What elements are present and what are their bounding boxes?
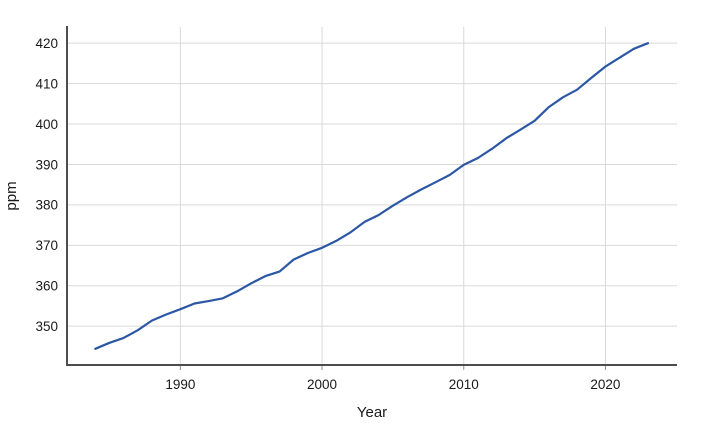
tick-label-layer: 350 360 370 380 390 400 410 420 1990 2000 2010 2020 (35, 36, 620, 392)
x-axis-title: Year (357, 404, 387, 421)
y-tick-label: 410 (35, 76, 58, 91)
y-tick-label: 350 (35, 319, 58, 334)
y-tick-label: 420 (35, 36, 58, 51)
grid-layer (67, 27, 677, 365)
y-tick-label: 370 (35, 238, 58, 253)
y-tick-label: 390 (35, 157, 58, 172)
x-tick-label: 2010 (449, 377, 479, 392)
y-tick-label: 360 (35, 279, 58, 294)
x-tick-label: 2000 (307, 377, 337, 392)
axis-layer (66, 26, 677, 370)
y-tick-label: 380 (35, 198, 58, 213)
y-axis-title: ppm (3, 181, 20, 210)
x-tick-label: 2020 (590, 377, 620, 392)
co2-series-line (94, 42, 650, 350)
x-tick-label: 1990 (165, 377, 195, 392)
y-tick-label: 400 (35, 117, 58, 132)
series-layer (94, 42, 650, 350)
